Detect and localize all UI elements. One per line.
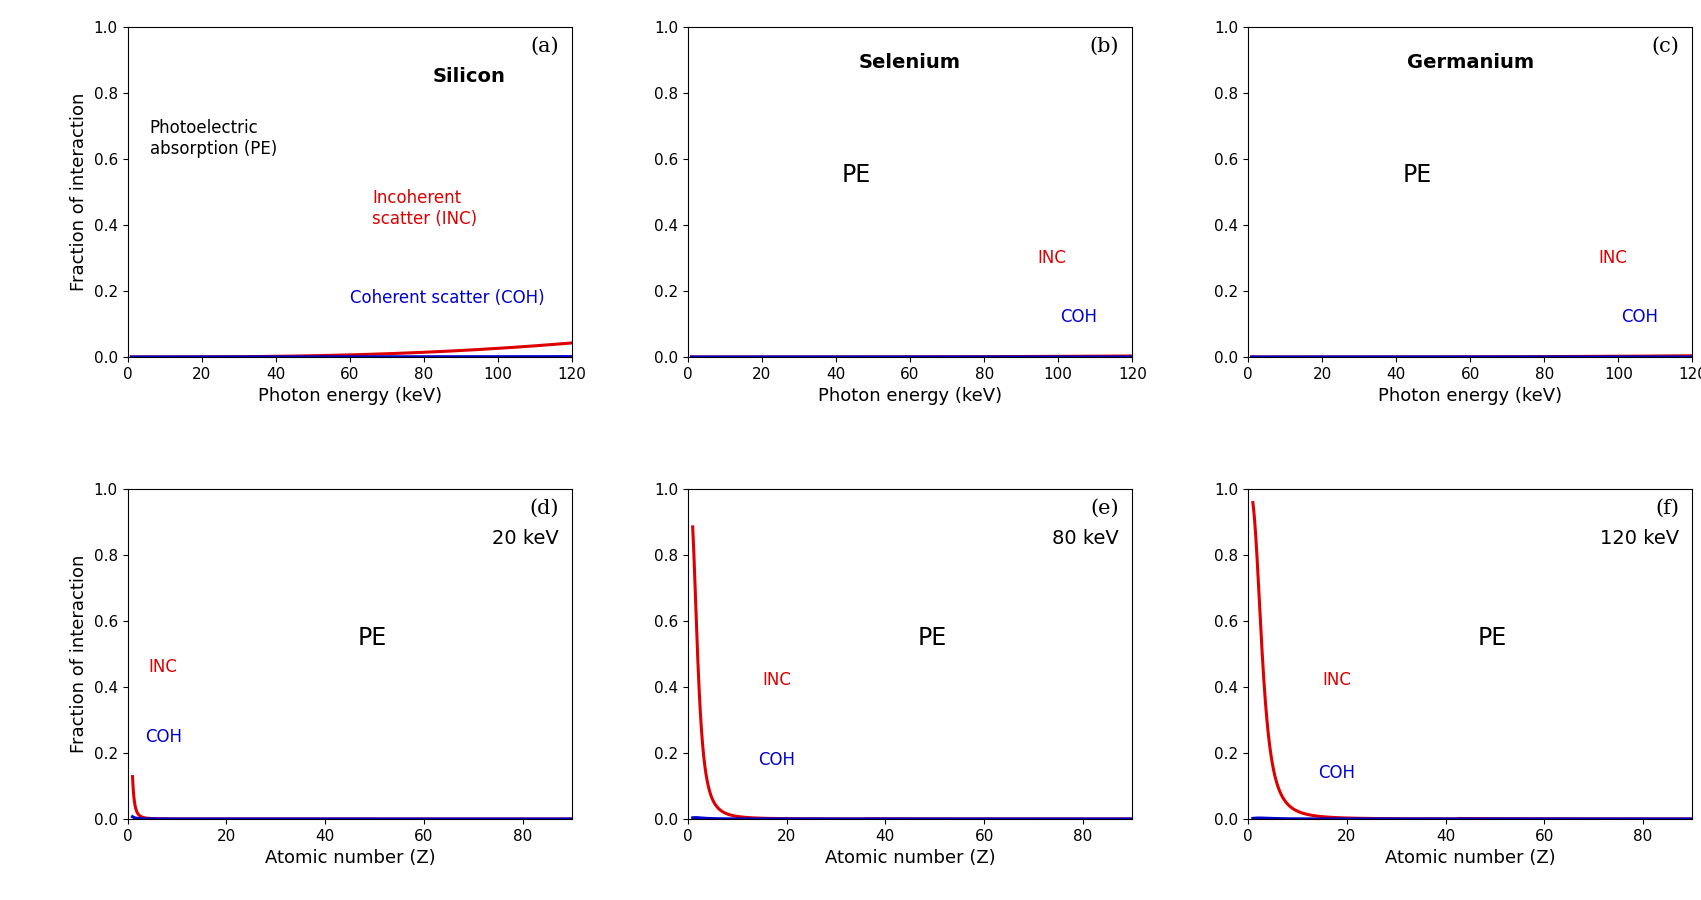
Text: Silicon: Silicon — [432, 67, 505, 86]
Text: PE: PE — [357, 626, 386, 650]
Text: Coherent scatter (COH): Coherent scatter (COH) — [350, 289, 544, 307]
X-axis label: Photon energy (keV): Photon energy (keV) — [259, 387, 442, 405]
Text: COH: COH — [1621, 309, 1658, 327]
Text: PE: PE — [917, 626, 947, 650]
Y-axis label: Fraction of interaction: Fraction of interaction — [70, 93, 88, 292]
Text: Photoelectric
absorption (PE): Photoelectric absorption (PE) — [150, 120, 277, 158]
Text: PE: PE — [1478, 626, 1507, 650]
Text: INC: INC — [148, 658, 177, 676]
Text: 20 keV: 20 keV — [492, 528, 560, 547]
Text: Germanium: Germanium — [1407, 53, 1534, 72]
Y-axis label: Fraction of interaction: Fraction of interaction — [70, 554, 88, 753]
X-axis label: Atomic number (Z): Atomic number (Z) — [825, 850, 995, 868]
X-axis label: Photon energy (keV): Photon energy (keV) — [818, 387, 1002, 405]
Text: INC: INC — [1322, 671, 1351, 689]
X-axis label: Atomic number (Z): Atomic number (Z) — [265, 850, 435, 868]
X-axis label: Atomic number (Z): Atomic number (Z) — [1385, 850, 1555, 868]
Text: 120 keV: 120 keV — [1601, 528, 1679, 547]
Text: (b): (b) — [1089, 37, 1119, 56]
Text: Selenium: Selenium — [859, 53, 961, 72]
Text: COH: COH — [1060, 309, 1097, 327]
Text: (c): (c) — [1652, 37, 1679, 56]
X-axis label: Photon energy (keV): Photon energy (keV) — [1378, 387, 1562, 405]
Text: (f): (f) — [1655, 499, 1679, 517]
Text: COH: COH — [1318, 764, 1356, 782]
Text: Incoherent
scatter (INC): Incoherent scatter (INC) — [373, 189, 478, 228]
Text: INC: INC — [1597, 249, 1626, 267]
Text: INC: INC — [1038, 249, 1067, 267]
Text: COH: COH — [759, 751, 794, 769]
Text: PE: PE — [1402, 164, 1432, 187]
Text: (d): (d) — [529, 499, 560, 517]
Text: (a): (a) — [531, 37, 560, 56]
Text: 80 keV: 80 keV — [1053, 528, 1119, 547]
Text: (e): (e) — [1090, 499, 1119, 517]
Text: PE: PE — [842, 164, 871, 187]
Text: COH: COH — [145, 727, 182, 745]
Text: INC: INC — [762, 671, 791, 689]
